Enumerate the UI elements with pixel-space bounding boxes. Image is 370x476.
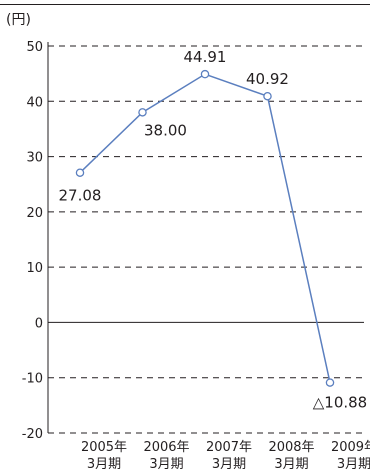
x-tick-label: 2009年3月期 — [331, 440, 370, 472]
data-label: 40.92 — [246, 70, 289, 88]
data-point — [263, 91, 272, 101]
y-tick-label: 50 — [26, 40, 43, 55]
data-point — [138, 108, 147, 117]
x-tick-label: 2006年 3月期 — [143, 440, 189, 472]
data-label: 44.91 — [184, 48, 227, 66]
x-tick-label: 2008年 3月期 — [268, 440, 314, 472]
y-tick-label: 20 — [26, 206, 43, 221]
y-tick-label: -10 — [22, 372, 43, 387]
y-tick-label: 30 — [26, 151, 43, 166]
y-tick-label: -20 — [22, 427, 43, 442]
data-point — [325, 378, 335, 387]
data-point — [75, 168, 85, 177]
y-tick-label: 40 — [26, 95, 43, 110]
y-tick-label: 0 — [35, 316, 43, 331]
series-line — [79, 73, 331, 383]
data-point — [200, 69, 210, 79]
x-tick-label: 2005年 3月期 — [81, 440, 127, 472]
data-label: 38.00 — [144, 121, 187, 139]
y-tick-label: 10 — [26, 261, 43, 276]
x-tick-label: 2007年 3月期 — [206, 440, 252, 472]
data-label: 27.08 — [59, 187, 102, 205]
y-unit-label: (円) — [6, 12, 31, 28]
data-label: △10.88 — [313, 394, 367, 412]
